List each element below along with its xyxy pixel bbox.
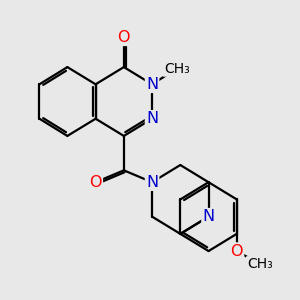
Text: N: N xyxy=(146,111,158,126)
Text: CH₃: CH₃ xyxy=(247,257,273,271)
Text: O: O xyxy=(230,244,243,259)
Text: CH₃: CH₃ xyxy=(164,62,190,76)
Text: O: O xyxy=(89,175,102,190)
Text: N: N xyxy=(146,175,158,190)
Text: O: O xyxy=(118,30,130,45)
Text: N: N xyxy=(202,209,214,224)
Text: N: N xyxy=(146,77,158,92)
